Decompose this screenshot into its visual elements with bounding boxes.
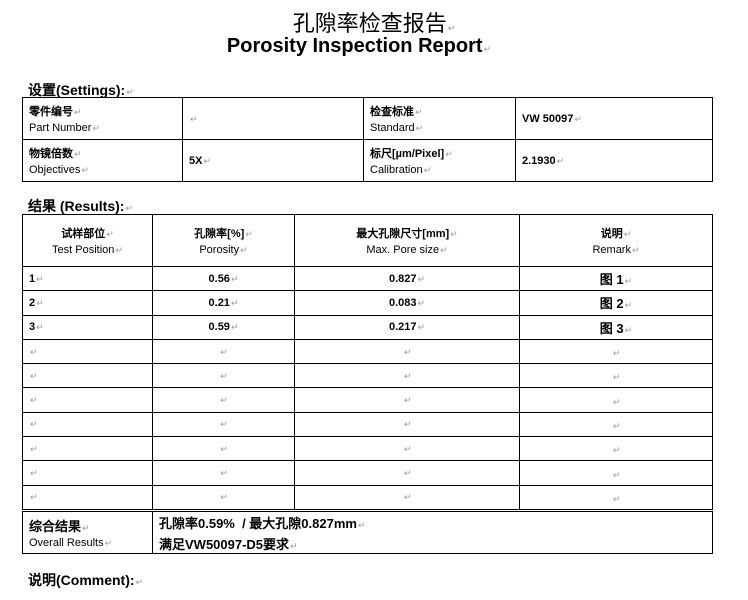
table-cell[interactable]: [294, 338, 520, 365]
table-cell[interactable]: [22, 411, 153, 438]
table-row: [22, 460, 713, 486]
table-cell[interactable]: 3: [22, 314, 153, 340]
overall-table: 综合结果Overall Results 孔隙率0.59% / 最大孔隙0.827…: [22, 511, 713, 554]
table-cell[interactable]: [294, 363, 520, 389]
settings-label: 设置(Settings):: [28, 80, 134, 100]
overall-label: 综合结果Overall Results: [22, 511, 153, 554]
table-cell[interactable]: [519, 338, 713, 365]
table-row: [22, 411, 713, 438]
table-cell[interactable]: [519, 387, 713, 413]
table-row: [22, 484, 713, 510]
header-cell: 最大孔隙尺寸[mm]Max. Pore size: [294, 214, 520, 267]
title-chinese: 孔隙率检查报告: [0, 6, 748, 38]
results-table: 试样部位Test Position孔隙率[%]Porosity最大孔隙尺寸[mm…: [22, 214, 713, 510]
header-cell: 说明Remark: [519, 214, 713, 267]
table-cell[interactable]: [22, 460, 153, 486]
table-cell[interactable]: 1: [22, 265, 153, 292]
overall-value[interactable]: 孔隙率0.59% / 最大孔隙0.827mm满足VW50097-D5要求: [152, 511, 713, 554]
objectives-label: 物镜倍数Objectives: [22, 139, 183, 182]
table-row: [22, 387, 713, 413]
table-cell[interactable]: [519, 363, 713, 389]
table-cell[interactable]: [152, 460, 295, 486]
table-cell[interactable]: [519, 411, 713, 438]
objectives-value[interactable]: 5X: [182, 139, 364, 182]
table-cell[interactable]: 0.59: [152, 314, 295, 340]
table-cell[interactable]: 图 2: [519, 290, 713, 316]
table-row: [22, 338, 713, 365]
table-cell[interactable]: [294, 460, 520, 486]
table-row: [22, 436, 713, 462]
calibration-value[interactable]: 2.1930: [515, 139, 713, 182]
standard-value[interactable]: VW 50097: [515, 97, 713, 140]
title-english: Porosity Inspection Report: [0, 35, 718, 58]
table-row: [22, 363, 713, 389]
header-cell: 孔隙率[%]Porosity: [152, 214, 295, 267]
table-cell[interactable]: 0.827: [294, 265, 520, 292]
table-cell[interactable]: [519, 460, 713, 486]
comment-label: 说明(Comment):: [28, 570, 143, 590]
header-cell: 试样部位Test Position: [22, 214, 153, 267]
table-cell[interactable]: 0.083: [294, 290, 520, 316]
table-cell[interactable]: 0.21: [152, 290, 295, 316]
table-cell[interactable]: [294, 411, 520, 438]
part-number-label: 零件编号Part Number: [22, 97, 183, 140]
table-cell[interactable]: [22, 484, 153, 510]
table-cell[interactable]: [22, 338, 153, 365]
table-cell[interactable]: [519, 436, 713, 462]
table-cell[interactable]: [152, 484, 295, 510]
table-cell[interactable]: 0.56: [152, 265, 295, 292]
table-cell[interactable]: [152, 436, 295, 462]
table-cell[interactable]: 2: [22, 290, 153, 316]
table-cell[interactable]: [519, 484, 713, 510]
table-cell[interactable]: [22, 387, 153, 413]
results-label: 结果 (Results):: [28, 196, 133, 216]
table-cell[interactable]: 图 1: [519, 265, 713, 292]
part-number-value[interactable]: [182, 97, 364, 140]
table-cell[interactable]: 0.217: [294, 314, 520, 340]
table-cell[interactable]: 图 3: [519, 314, 713, 340]
table-row: 30.590.217图 3: [22, 314, 713, 340]
table-cell[interactable]: [152, 387, 295, 413]
table-cell[interactable]: [22, 436, 153, 462]
standard-label: 检查标准Standard: [363, 97, 516, 140]
table-cell[interactable]: [152, 338, 295, 365]
table-row: 20.210.083图 2: [22, 290, 713, 316]
table-cell[interactable]: [294, 436, 520, 462]
table-cell[interactable]: [294, 387, 520, 413]
table-cell[interactable]: [152, 363, 295, 389]
settings-table: 零件编号Part Number 检查标准Standard VW 50097 物镜…: [22, 97, 713, 182]
table-row: 10.560.827图 1: [22, 265, 713, 292]
calibration-label: 标尺[µm/Pixel]Calibration: [363, 139, 516, 182]
table-cell[interactable]: [152, 411, 295, 438]
table-cell[interactable]: [22, 363, 153, 389]
table-cell[interactable]: [294, 484, 520, 510]
